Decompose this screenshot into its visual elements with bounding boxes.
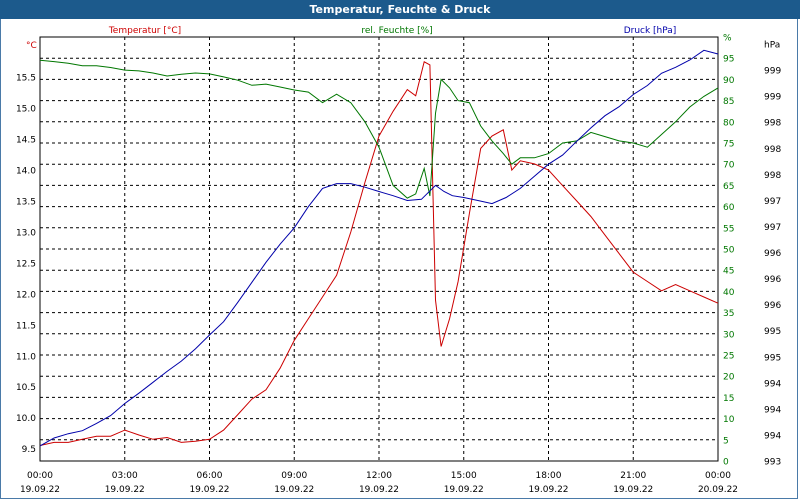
pressure-tick-label: 995 <box>764 353 781 363</box>
x-tick-time: 03:00 <box>112 471 138 481</box>
x-tick-time: 12:00 <box>366 471 392 481</box>
x-tick-date: 20.09.22 <box>698 485 738 495</box>
chart-title-bar: Temperatur, Feuchte & Druck <box>0 0 800 19</box>
pressure-tick-label: 999 <box>764 93 781 103</box>
temperature-legend: Temperatur [°C] <box>108 26 181 36</box>
humidity-tick-label: 85 <box>723 97 734 107</box>
pressure-tick-label: 996 <box>764 301 781 311</box>
temperature-tick-label: 12.0 <box>16 290 36 300</box>
pressure-tick-label: 993 <box>764 458 781 468</box>
humidity-tick-label: 70 <box>723 161 735 171</box>
temperature-unit-label: °C <box>26 41 37 51</box>
x-tick-time: 00:00 <box>27 471 53 481</box>
series-line-temperature <box>39 61 719 446</box>
temperature-tick-label: 11.5 <box>16 321 36 331</box>
pressure-tick-label: 996 <box>764 249 781 259</box>
temperature-tick-label: 11.0 <box>16 352 36 362</box>
humidity-tick-label: % <box>723 34 732 44</box>
pressure-tick-label: 999 <box>764 67 781 77</box>
temperature-tick-label: 9.5 <box>22 445 36 455</box>
temperature-tick-label: 15.0 <box>16 105 36 115</box>
humidity-tick-label: 20 <box>723 373 735 383</box>
humidity-tick-label: 0 <box>723 458 729 468</box>
x-tick-date: 19.09.22 <box>613 485 653 495</box>
humidity-tick-label: 45 <box>723 267 734 277</box>
pressure-tick-label: 998 <box>764 171 781 181</box>
pressure-tick-label: 998 <box>764 145 781 155</box>
pressure-tick-label: 994 <box>764 379 781 389</box>
chart-frame <box>0 19 798 499</box>
chart-title: Temperatur, Feuchte & Druck <box>309 3 491 16</box>
humidity-tick-label: 25 <box>723 352 734 362</box>
x-tick-date: 19.09.22 <box>359 485 399 495</box>
humidity-tick-label: 40 <box>723 288 735 298</box>
x-tick-date: 19.09.22 <box>20 485 60 495</box>
x-tick-date: 19.09.22 <box>274 485 314 495</box>
x-tick-date: 19.09.22 <box>105 485 145 495</box>
humidity-tick-label: 60 <box>723 203 735 213</box>
humidity-tick-label: 35 <box>723 309 734 319</box>
temperature-tick-label: 10.0 <box>16 414 36 424</box>
humidity-tick-label: 75 <box>723 140 734 150</box>
temperature-tick-label: 13.0 <box>16 228 36 238</box>
series-line-pressure <box>39 49 719 447</box>
pressure-tick-label: 994 <box>764 405 781 415</box>
x-tick-date: 19.09.22 <box>528 485 568 495</box>
humidity-tick-label: 90 <box>723 76 735 86</box>
temperature-tick-label: 13.5 <box>16 198 36 208</box>
x-tick-time: 21:00 <box>620 471 646 481</box>
x-tick-date: 19.09.22 <box>444 485 484 495</box>
pressure-tick-label: 997 <box>764 223 781 233</box>
humidity-tick-label: 10 <box>723 415 735 425</box>
x-tick-time: 06:00 <box>197 471 223 481</box>
pressure-tick-label: hPa <box>764 41 780 51</box>
humidity-tick-label: 50 <box>723 246 735 256</box>
humidity-tick-label: 80 <box>723 118 735 128</box>
pressure-tick-label: 994 <box>764 431 781 441</box>
humidity-legend: rel. Feuchte [%] <box>361 26 432 36</box>
humidity-tick-label: 55 <box>723 224 734 234</box>
humidity-tick-label: 15 <box>723 394 734 404</box>
x-tick-time: 15:00 <box>451 471 477 481</box>
temperature-tick-label: 12.5 <box>16 259 36 269</box>
x-tick-time: 09:00 <box>281 471 307 481</box>
x-tick-time: 18:00 <box>536 471 562 481</box>
pressure-tick-label: 997 <box>764 197 781 207</box>
temperature-tick-label: 15.5 <box>16 74 36 84</box>
x-tick-date: 19.09.22 <box>189 485 229 495</box>
humidity-tick-label: 30 <box>723 330 735 340</box>
pressure-tick-label: 995 <box>764 327 781 337</box>
series-line-humidity <box>39 59 719 199</box>
pressure-legend: Druck [hPa] <box>624 26 677 36</box>
x-tick-time: 00:00 <box>705 471 731 481</box>
temperature-tick-label: 10.5 <box>16 383 36 393</box>
pressure-tick-label: 996 <box>764 275 781 285</box>
pressure-tick-label: 998 <box>764 119 781 129</box>
temperature-tick-label: 14.0 <box>16 167 36 177</box>
humidity-tick-label: 5 <box>723 436 729 446</box>
temperature-tick-label: 14.5 <box>16 136 36 146</box>
humidity-tick-label: 95 <box>723 55 734 65</box>
humidity-tick-label: 65 <box>723 182 734 192</box>
